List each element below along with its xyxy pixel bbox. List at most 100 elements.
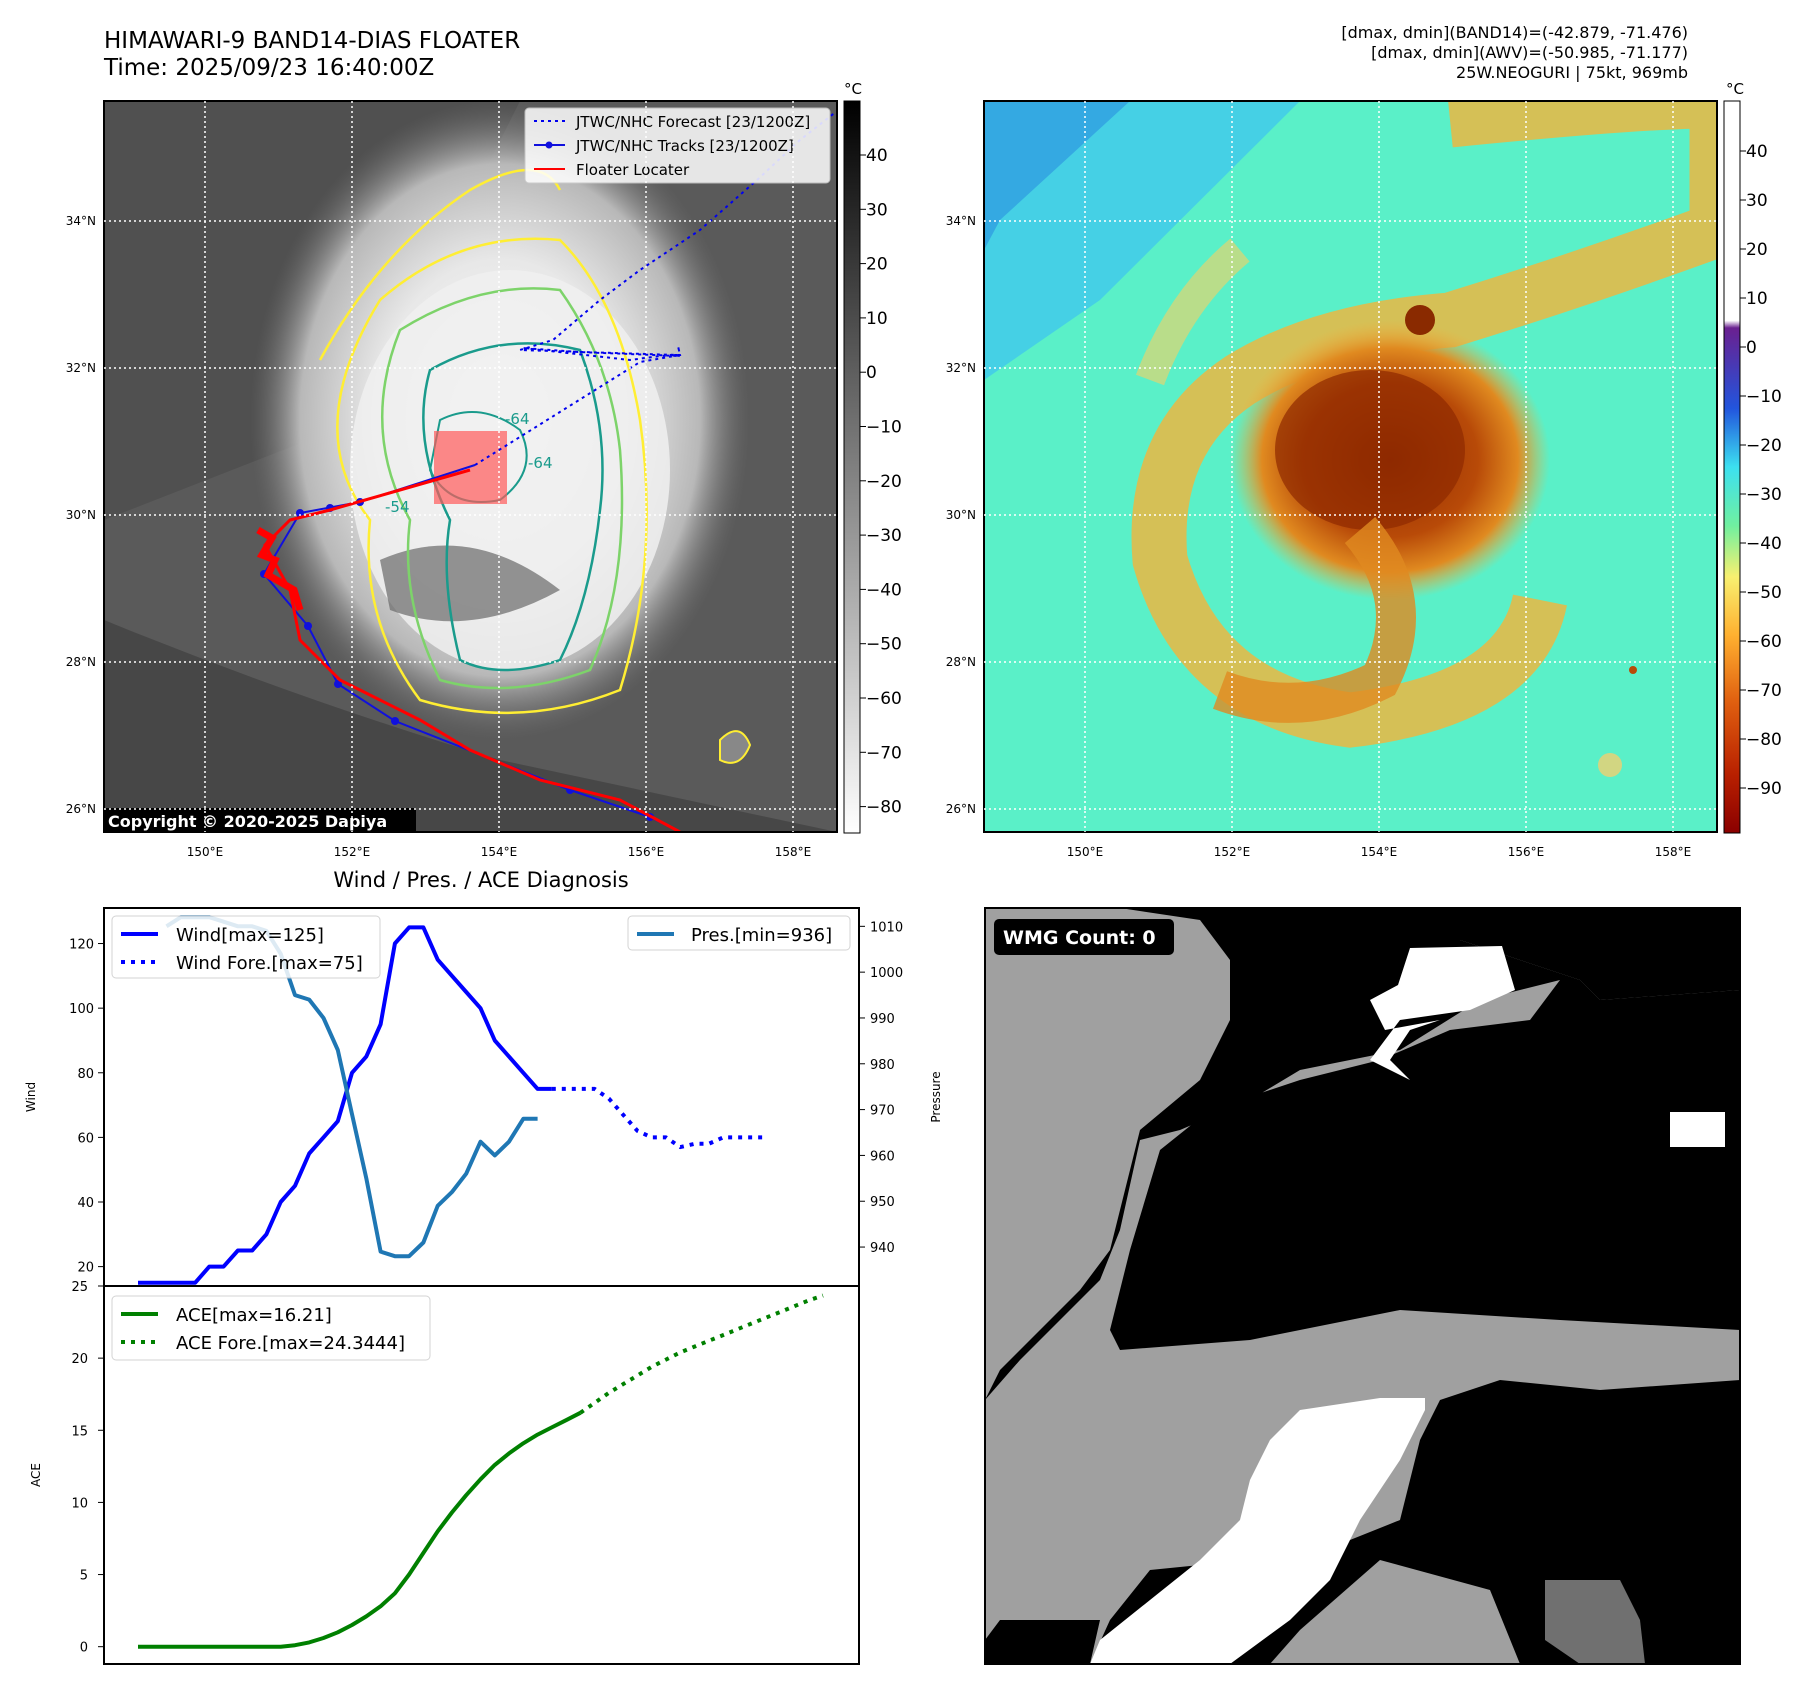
lon-label: 158°E: [775, 845, 812, 859]
awv-panel: [984, 101, 1717, 832]
lat-label: 28°N: [946, 655, 976, 669]
contour-label: -64: [528, 454, 553, 472]
contour-green: [381, 287, 624, 690]
awv-colorbar-tick-label: 10: [1746, 289, 1768, 309]
wmg-count-label: WMG Count: 0: [1003, 927, 1156, 949]
lat-label: 34°N: [946, 214, 976, 228]
stats-header: [dmax, dmin](BAND14)=(-42.879, -71.476) …: [1341, 23, 1688, 82]
ir-colorbar-tick-label: 20: [866, 255, 888, 275]
ace-legend: ACE[max=16.21] ACE Fore.[max=24.3444]: [111, 1295, 431, 1361]
legend-wind-fore-label: Wind Fore.[max=75]: [176, 953, 363, 974]
chart-title: HIMAWARI-9 BAND14-DIAS FLOATER Time: 202…: [104, 28, 521, 81]
wind-tick-label: 100: [69, 1002, 94, 1017]
awv-colorbar: [1723, 100, 1741, 834]
ace-axes-frame: [103, 1285, 860, 1665]
awv-cell: [1405, 305, 1435, 335]
awv-colorbar-tick-label: 20: [1746, 240, 1768, 260]
awv-colorbar-tick-label: 0: [1746, 338, 1757, 358]
ace-tick-label: 25: [71, 1280, 88, 1295]
copyright-text: Copyright © 2020-2025 Dapiya: [108, 812, 387, 831]
pressure-tick-label: 980: [870, 1058, 895, 1073]
awv-colorbar-tick-label: 40: [1746, 142, 1768, 162]
ace-series: [138, 1293, 824, 1649]
lon-label: 158°E: [1655, 845, 1692, 859]
awv-colorbar-tick-label: 30: [1746, 191, 1768, 211]
lon-label: 150°E: [187, 845, 224, 859]
wmg-frame: [984, 907, 1741, 1665]
lon-label: 150°E: [1067, 845, 1104, 859]
wmg-count-badge: [994, 919, 1174, 955]
awv-colorbar-tick-label: −40: [1746, 534, 1782, 554]
ir-colorbar-tick-label: −50: [866, 635, 902, 655]
wind-forecast-line: [551, 1086, 766, 1150]
awv-moist-region: [984, 101, 1300, 380]
legend-forecast-label: JTWC/NHC Forecast [23/1200Z]: [575, 113, 810, 131]
wind-tick-label: 80: [77, 1067, 94, 1082]
ir-frame: [103, 100, 838, 833]
lat-label: 32°N: [946, 361, 976, 375]
contour-label: -64: [505, 410, 530, 428]
wmg-black-regions: [985, 908, 1740, 1664]
map-gridlines: 150°E 152°E 154°E 156°E 158°E 34°N 32°N 30°N 28°…: [66, 101, 1717, 859]
ace-tick-label: 15: [71, 1424, 88, 1439]
lat-label: 26°N: [66, 802, 96, 816]
awv-colorbar-tick-label: −10: [1746, 387, 1782, 407]
legend-ace-label: ACE[max=16.21]: [176, 1305, 332, 1326]
wind-tick-label: 120: [69, 938, 94, 953]
ir-colorbar-unit: °C: [844, 80, 862, 98]
forecast-track: [474, 110, 837, 466]
awv-colorbar-tick-label: −20: [1746, 436, 1782, 456]
ir-colorbar-tick-label: −80: [866, 798, 902, 818]
floater-box: [434, 431, 507, 504]
pressure-axis-ticks: 940 950 960 970 980 990 1000 1010: [859, 920, 903, 1256]
legend-track-label: JTWC/NHC Tracks [23/1200Z]: [575, 137, 794, 155]
ace-line: [138, 1411, 582, 1649]
wmg-black-topright: [1460, 908, 1740, 1000]
lon-label: 154°E: [1361, 845, 1398, 859]
wind-axis-ticks: 20 40 60 80 100 120: [69, 938, 104, 1276]
legend-wind-label: Wind[max=125]: [176, 925, 324, 946]
lat-label: 28°N: [66, 655, 96, 669]
pressure-legend: Pres.[min=936]: [627, 915, 851, 951]
pressure-tick-label: 940: [870, 1241, 895, 1256]
lat-label: 30°N: [66, 508, 96, 522]
copyright-badge: [104, 808, 416, 832]
wind-ylabel: Wind: [24, 1082, 38, 1112]
pressure-tick-label: 990: [870, 1012, 895, 1027]
legend-locater-label: Floater Locater: [576, 161, 690, 179]
diagnosis-title: Wind / Pres. / ACE Diagnosis: [333, 868, 628, 892]
lat-label: 34°N: [66, 214, 96, 228]
lon-label: 154°E: [481, 845, 518, 859]
ir-colorbar-tick-label: −60: [866, 689, 902, 709]
lon-label: 152°E: [1214, 845, 1251, 859]
ace-axis-ticks: 0 5 10 15 20 25: [71, 1280, 104, 1656]
wmg-white-band: [1090, 1398, 1425, 1664]
ir-colorbar: [843, 100, 861, 834]
awv-colorbar-tick-label: −80: [1746, 730, 1782, 750]
ace-tick-label: 10: [71, 1496, 88, 1511]
ir-dark-region: [104, 620, 837, 832]
ir-colorbar-tick-label: 40: [866, 146, 888, 166]
pressure-tick-label: 950: [870, 1195, 895, 1210]
awv-eye-region: [1275, 370, 1465, 530]
ir-colorbar-tick-label: −20: [866, 472, 902, 492]
lat-label: 30°N: [946, 508, 976, 522]
pressure-tick-label: 1010: [870, 920, 903, 935]
ir-colorbar-tick-label: −40: [866, 580, 902, 600]
dry-slot: [380, 545, 560, 622]
ace-tick-label: 5: [80, 1569, 88, 1584]
small-cloud: [719, 730, 752, 764]
awv-outer-band: [1135, 238, 1250, 386]
ace-forecast-line: [579, 1293, 824, 1415]
ir-legend: JTWC/NHC Forecast [23/1200Z] JTWC/NHC Tr…: [524, 107, 831, 184]
lat-label: 26°N: [946, 802, 976, 816]
ace-tick-label: 20: [71, 1352, 88, 1367]
awv-colorbar-ticks: 40 30 20 10 0 −10 −20 −30 −40 −50 −60 −70 −80 −90: [1740, 142, 1782, 799]
wmg-panel: [985, 908, 1740, 1664]
wmg-white-patch: [1370, 946, 1515, 1080]
legend-track-marker: [545, 141, 553, 149]
ir-colorbar-tick-label: 30: [866, 200, 888, 220]
awv-colorbar-tick-label: −50: [1746, 583, 1782, 603]
awv-frame: [983, 100, 1718, 833]
